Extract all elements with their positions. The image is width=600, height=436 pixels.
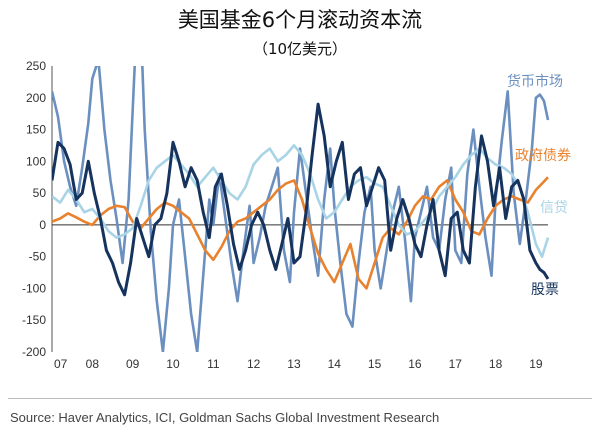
x-tick-label: 07 [54,357,68,371]
legend-label: 政府债券 [515,147,571,163]
x-tick-label: 08 [86,357,100,371]
series-line [52,102,550,297]
x-tick-label: 15 [368,357,382,371]
y-tick-label: 0 [39,218,46,232]
x-tick-label: 09 [126,357,140,371]
chart-title: 美国基金6个月滚动资本流 [177,8,423,32]
x-tick-label: 11 [207,357,220,371]
legend-label: 信贷 [540,199,568,215]
y-tick-label: 100 [26,154,46,168]
y-tick-label: 50 [33,186,47,200]
y-tick-label: 250 [26,59,46,73]
legend-label: 股票 [531,281,559,297]
series-line [52,66,550,352]
y-tick-label: -50 [29,250,47,264]
y-tick-label: -100 [22,281,46,295]
x-tick-label: 17 [449,357,463,371]
y-tick-label: -200 [22,345,46,359]
chart-subtitle: （10亿美元） [252,40,348,58]
x-tick-label: 19 [529,357,543,371]
source-divider [8,398,592,399]
x-tick-label: 10 [166,357,180,371]
x-tick-label: 18 [489,357,503,371]
source-note: Source: Haver Analytics, ICI, Goldman Sa… [10,410,440,425]
x-tick-label: 16 [408,357,422,371]
y-tick-label: 200 [26,91,46,105]
legend-label: 货币市场 [507,73,563,89]
x-tick-label: 13 [287,357,301,371]
y-tick-label: -150 [22,313,46,327]
y-tick-label: 150 [26,123,46,137]
x-tick-label: 14 [328,357,342,371]
x-tick-label: 12 [247,357,261,371]
